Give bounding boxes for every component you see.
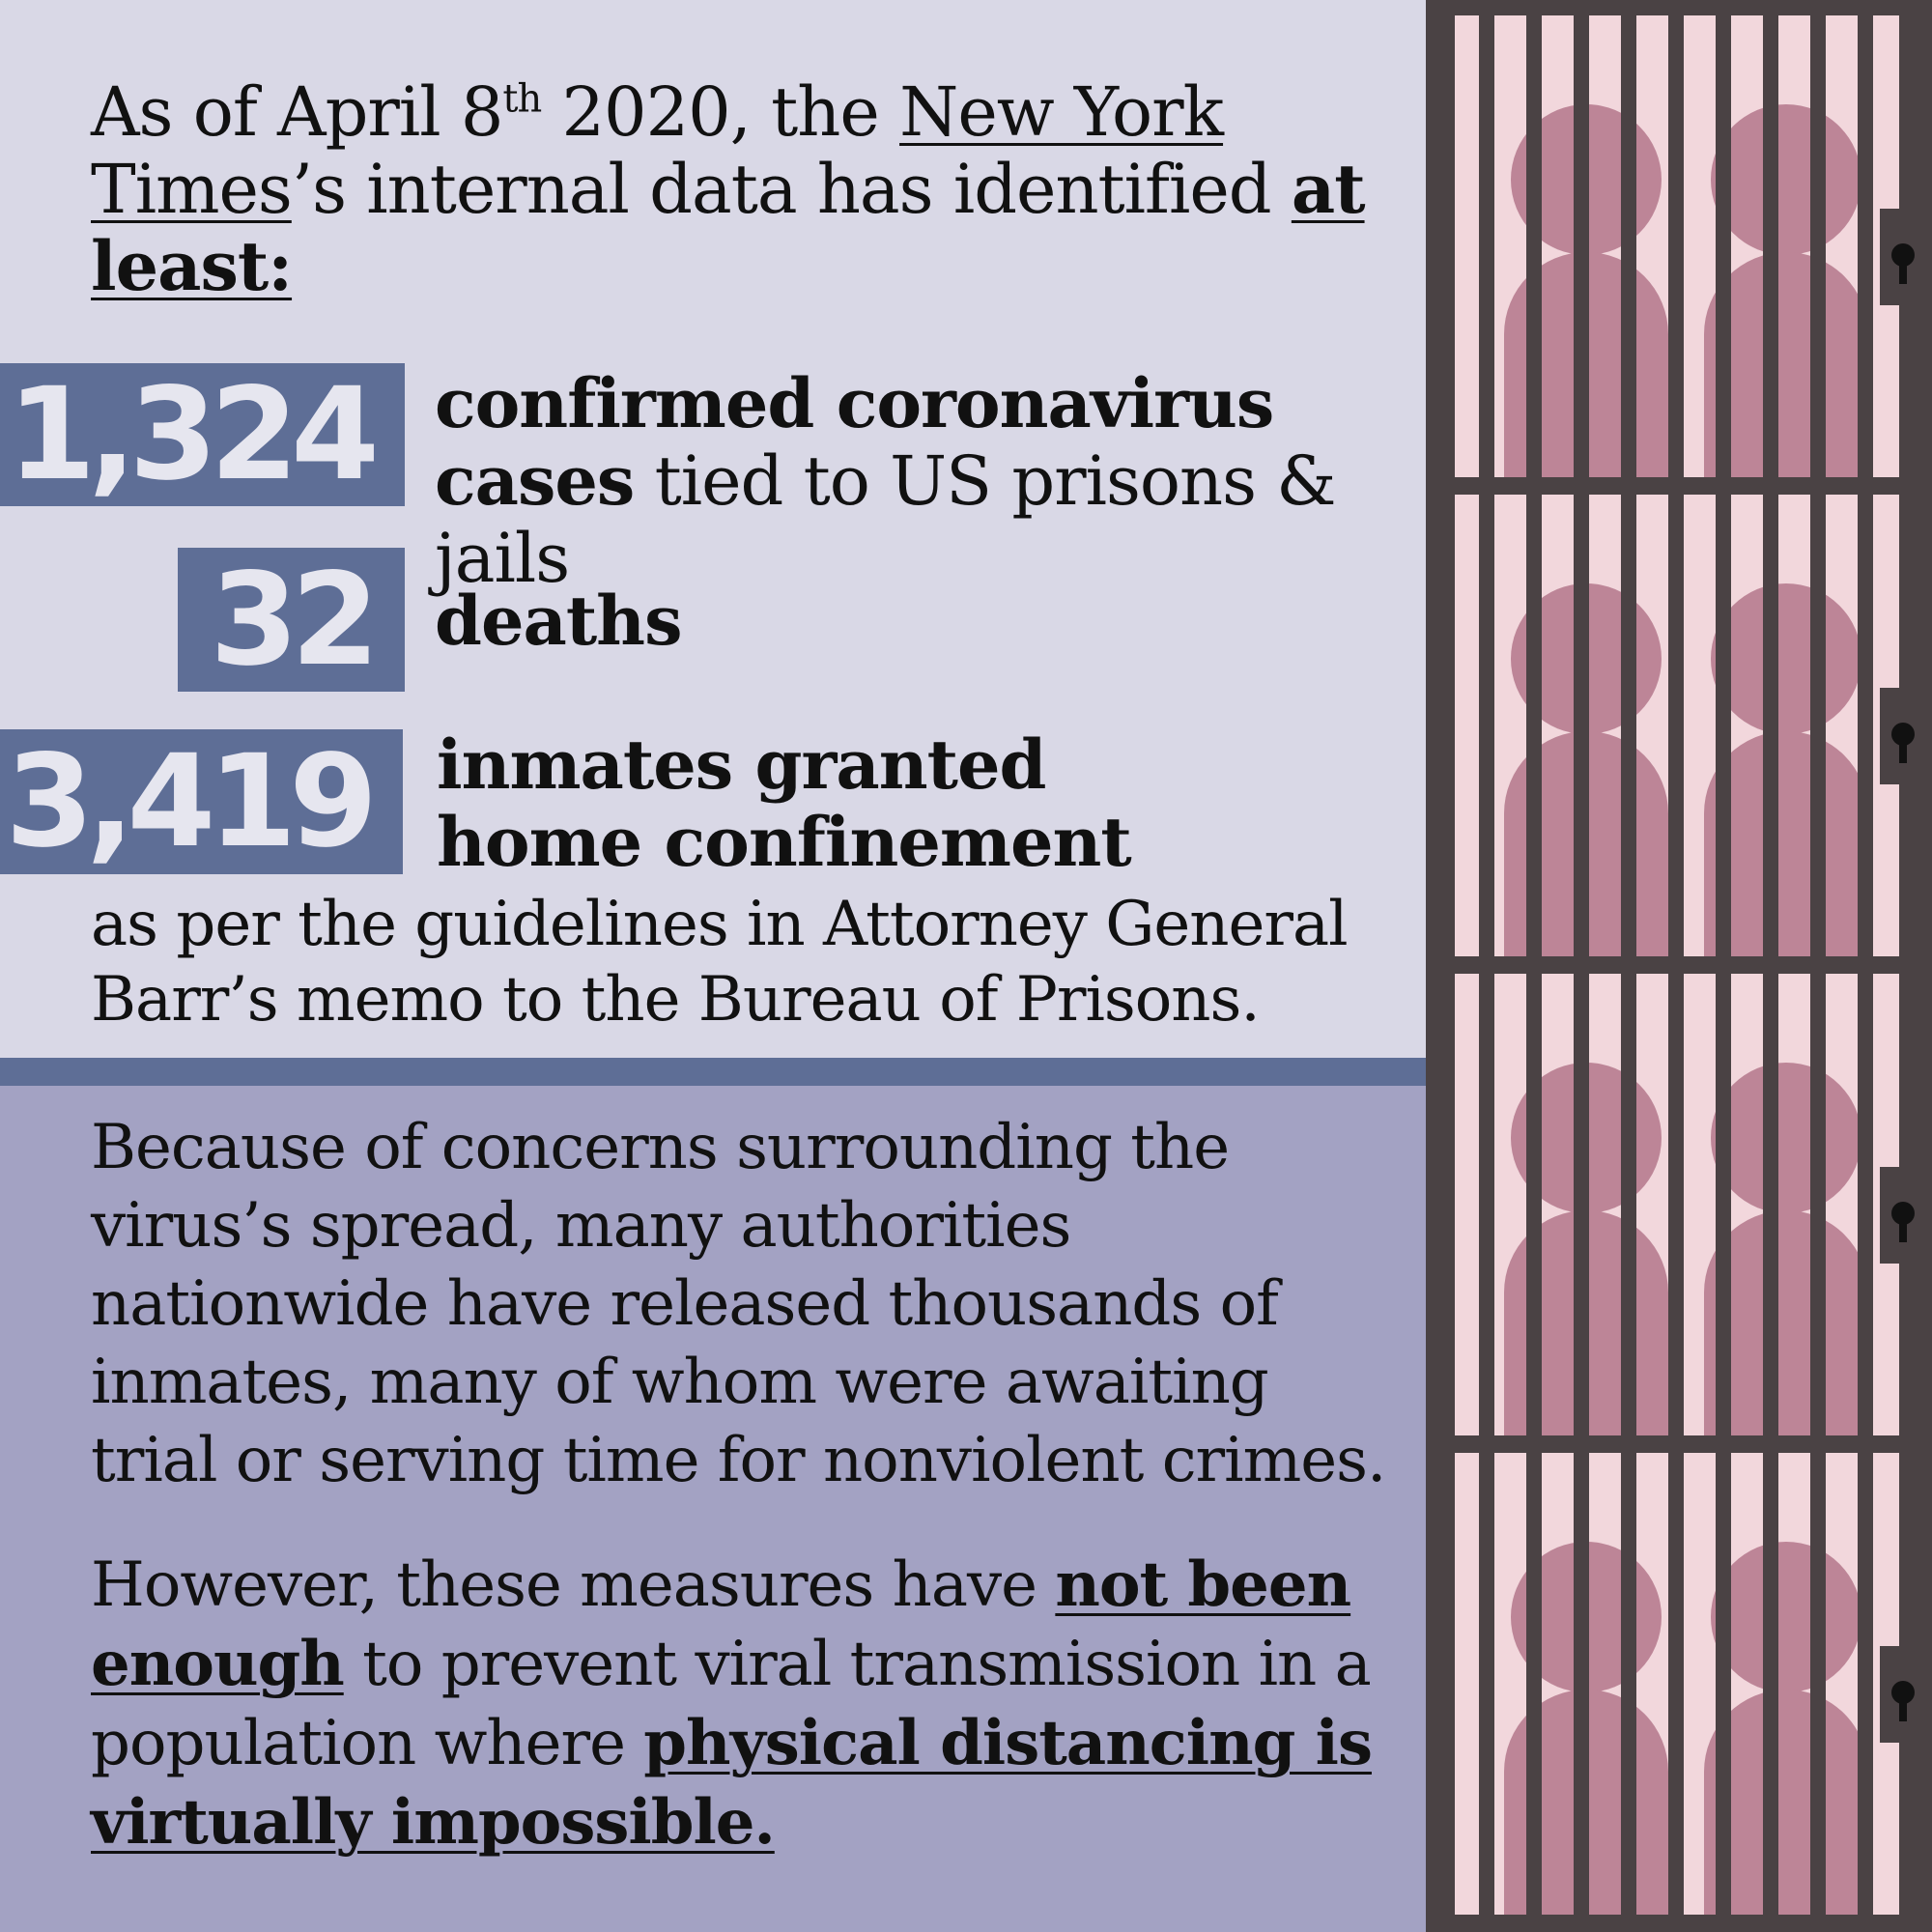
- jail-bar: [1574, 1453, 1589, 1915]
- inmate-body: [1704, 1210, 1868, 1435]
- jail-bar: [1763, 974, 1778, 1435]
- keyhole-slot: [1899, 257, 1907, 284]
- jail-bar: [1905, 15, 1920, 477]
- inmate-body: [1704, 1690, 1868, 1915]
- jail-bar: [1858, 495, 1873, 956]
- memo-note: as per the guidelines in Attorney Genera…: [91, 889, 1349, 1036]
- keyhole-slot: [1899, 1215, 1907, 1242]
- jail-bar: [1574, 15, 1589, 477]
- jail-bar: [1668, 15, 1684, 477]
- jail-bar: [1621, 974, 1636, 1435]
- top-panel: [0, 0, 1426, 1058]
- jail-bar: [1716, 1453, 1731, 1915]
- emphasis-distancing: physical distancing is virtually impossi…: [91, 1707, 1373, 1859]
- jail-bar: [1810, 15, 1826, 477]
- jail-bar: [1479, 15, 1494, 477]
- stat-label-cases: confirmed coronavirus cases tied to US p…: [435, 363, 1337, 598]
- jail-bar: [1716, 495, 1731, 956]
- jail-bar: [1526, 974, 1542, 1435]
- lock-plate: [1880, 209, 1899, 305]
- inmate-head: [1711, 1063, 1861, 1213]
- source-name: New York Times: [91, 72, 1224, 229]
- jail-bar: [1763, 1453, 1778, 1915]
- jail-bar: [1574, 974, 1589, 1435]
- keyhole-icon: [1891, 723, 1915, 746]
- keyhole-icon: [1891, 243, 1915, 267]
- paragraph-releases: Because of concerns surrounding the viru…: [91, 1112, 1386, 1496]
- jail-bar: [1858, 15, 1873, 477]
- inmate-head: [1711, 1542, 1861, 1692]
- jail-bar: [1716, 974, 1731, 1435]
- stat-value-cases: 1,324: [0, 360, 405, 509]
- jail-bar: [1621, 15, 1636, 477]
- jail-bar: [1668, 974, 1684, 1435]
- keyhole-slot: [1899, 1694, 1907, 1721]
- section-divider: [0, 1058, 1426, 1086]
- keyhole-slot: [1899, 736, 1907, 763]
- jail-bar: [1526, 495, 1542, 956]
- jail-bar: [1810, 974, 1826, 1435]
- paragraph-not-enough: However, these measures have not been en…: [91, 1548, 1373, 1859]
- lock-plate: [1880, 688, 1899, 784]
- jail-bar: [1479, 1453, 1494, 1915]
- keyhole-icon: [1891, 1202, 1915, 1225]
- jail-bar: [1668, 1453, 1684, 1915]
- jail-bar: [1763, 495, 1778, 956]
- jail-bar: [1668, 495, 1684, 956]
- jail-cell: [1455, 15, 1920, 477]
- inmate-body: [1704, 252, 1868, 477]
- intro-text: As of April 8th 2020, the New York Times…: [91, 72, 1366, 306]
- jail-bar: [1479, 974, 1494, 1435]
- jail-bar: [1858, 1453, 1873, 1915]
- jail-bar: [1763, 15, 1778, 477]
- bottom-panel: [0, 1086, 1426, 1932]
- stat-label-home-confinement: inmates granted home confinement: [437, 724, 1132, 882]
- jail-cell: [1455, 495, 1920, 956]
- jail-bar: [1858, 974, 1873, 1435]
- jail-cell: [1455, 1453, 1920, 1915]
- jail-cells-illustration: [1426, 0, 1932, 1932]
- jail-bar: [1574, 495, 1589, 956]
- jail-bar: [1621, 495, 1636, 956]
- intro-emphasis: at least:: [91, 149, 1366, 306]
- jail-bar: [1526, 15, 1542, 477]
- jail-bar: [1526, 1453, 1542, 1915]
- jail-bar: [1716, 15, 1731, 477]
- intro-superscript: th: [502, 76, 542, 122]
- jail-bar: [1905, 974, 1920, 1435]
- jail-bar: [1810, 1453, 1826, 1915]
- inmate-head: [1711, 104, 1861, 255]
- jail-bar: [1621, 1453, 1636, 1915]
- stat-label-deaths: deaths: [435, 581, 682, 661]
- jail-cell: [1455, 974, 1920, 1435]
- lock-plate: [1880, 1167, 1899, 1264]
- inmate-body: [1704, 731, 1868, 956]
- jail-bar: [1810, 495, 1826, 956]
- stat-value-home-confinement: 3,419: [0, 727, 403, 876]
- emphasis-not-enough: not been enough: [91, 1548, 1351, 1700]
- lock-plate: [1880, 1646, 1899, 1743]
- jail-bar: [1905, 495, 1920, 956]
- jail-bar: [1905, 1453, 1920, 1915]
- inmate-head: [1711, 583, 1861, 734]
- jail-bar: [1479, 495, 1494, 956]
- stat-value-deaths: 32: [178, 546, 405, 695]
- keyhole-icon: [1891, 1681, 1915, 1704]
